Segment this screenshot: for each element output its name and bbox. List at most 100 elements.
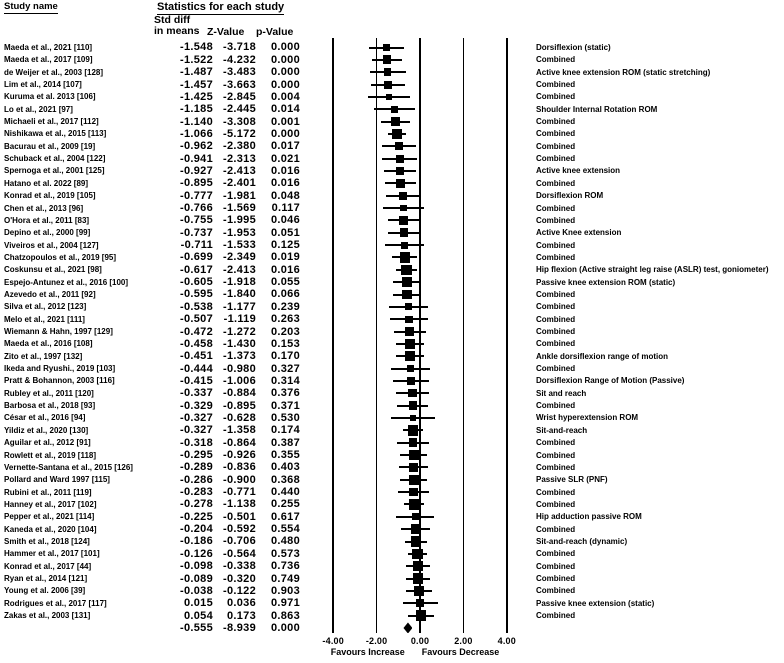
- outcome-label-cell: Combined: [536, 215, 576, 225]
- std-diff-cell: -1.140: [180, 115, 213, 128]
- p-value-cell: 0.376: [270, 387, 300, 400]
- p-value-cell: 0.203: [270, 325, 300, 338]
- outcome-label-cell: Combined: [536, 364, 576, 374]
- outcome-label-cell: Combined: [536, 450, 576, 460]
- outcome-label-cell: Active Knee extension: [536, 228, 622, 238]
- z-value-cell: -2.401: [223, 177, 256, 190]
- study-name-cell: Michaeli et al., 2017 [112]: [4, 117, 99, 127]
- p-value-cell: 0.016: [270, 177, 300, 190]
- col-header-z-value: Z-Value: [207, 26, 245, 38]
- std-diff-cell: -0.329: [180, 399, 213, 412]
- x-tick-label: -4.00: [322, 636, 344, 646]
- p-value-cell: 0.000: [270, 621, 300, 634]
- z-value-cell: -0.628: [223, 411, 256, 424]
- z-value-cell: -0.122: [223, 584, 256, 597]
- p-value-cell: 0.170: [270, 350, 300, 363]
- study-name-cell: Hatano et al. 2022 [89]: [4, 178, 89, 188]
- study-name-cell: Maeda et al., 2016 [108]: [4, 339, 93, 349]
- std-diff-cell: -0.766: [180, 202, 213, 215]
- study-row: Maeda et al., 2017 [109] -1.522 -4.232 0.00…: [0, 54, 784, 66]
- outcome-label-cell: Combined: [536, 401, 576, 411]
- std-diff-cell: -0.777: [180, 189, 213, 202]
- outcome-label-cell: Combined: [536, 314, 576, 324]
- effect-size-marker: [409, 462, 419, 472]
- plot-cell: [300, 325, 530, 337]
- study-name-cell: Lim et al., 2014 [107]: [4, 80, 82, 90]
- z-value-cell: -1.533: [223, 239, 256, 252]
- z-value-cell: -2.445: [223, 103, 256, 116]
- effect-size-marker: [405, 351, 416, 362]
- effect-size-marker: [400, 204, 407, 212]
- x-tick-label: 4.00: [497, 636, 516, 646]
- study-row: Aguilar et al., 2012 [91] -0.318 -0.864 0.3…: [0, 437, 784, 449]
- study-name-cell: Maeda et al., 2021 [110]: [4, 42, 93, 52]
- z-value-cell: -2.413: [223, 164, 256, 177]
- study-row: Yildiz et al., 2020 [130] -0.327 -1.358 0.1…: [0, 424, 784, 436]
- p-value-cell: 0.000: [270, 127, 300, 140]
- outcome-label-cell: Combined: [536, 586, 576, 596]
- z-value-cell: -0.980: [223, 362, 256, 375]
- study-row: Michaeli et al., 2017 [112] -1.140 -3.308 0…: [0, 115, 784, 128]
- z-value-cell: -3.718: [223, 41, 256, 54]
- plot-cell: [300, 548, 530, 560]
- statistics-header: Statistics for each study: [157, 1, 285, 15]
- study-row: Hammer et al., 2017 [101] -0.126 -0.564 0.5…: [0, 548, 784, 560]
- outcome-label-cell: Combined: [536, 462, 576, 472]
- study-row: Kuruma et al. 2013 [106] -1.425 -2.845 0.00…: [0, 91, 784, 103]
- std-diff-cell: -1.185: [180, 103, 213, 116]
- p-value-cell: 0.017: [270, 140, 300, 153]
- p-value-cell: 0.371: [270, 399, 300, 412]
- std-diff-cell: -0.444: [180, 362, 213, 375]
- plot-cell: [300, 375, 530, 387]
- study-name-cell: Spernoga et al., 2001 [125]: [4, 166, 105, 176]
- z-value-cell: -2.313: [223, 152, 256, 165]
- z-value-cell: -0.926: [223, 449, 256, 462]
- z-value-cell: -1.430: [223, 337, 256, 350]
- outcome-label-cell: Combined: [536, 252, 576, 262]
- effect-size-marker: [414, 585, 425, 597]
- plot-cell: [300, 498, 530, 510]
- plot-cell: [300, 301, 530, 313]
- study-name-cell: Pollard and Ward 1997 [115]: [4, 475, 110, 485]
- std-diff-cell: -0.098: [180, 560, 213, 573]
- p-value-cell: 0.051: [270, 226, 300, 239]
- gridline-2.00: [462, 38, 465, 633]
- effect-size-marker: [407, 377, 415, 385]
- plot-cell: [300, 609, 530, 621]
- z-value-cell: -1.138: [223, 498, 256, 511]
- effect-size-marker: [416, 610, 427, 621]
- outcome-label-cell: Combined: [536, 80, 576, 90]
- plot-cell: [300, 251, 530, 263]
- study-row: Melo et al., 2021 [111] -0.507 -1.119 0.263…: [0, 313, 784, 325]
- effect-size-marker: [399, 216, 408, 225]
- study-name-cell: Smith et al., 2018 [124]: [4, 536, 90, 546]
- outcome-label-cell: Ankle dorsiflexion range of motion: [536, 351, 669, 361]
- z-value-cell: -1.953: [223, 226, 256, 239]
- study-row: Smith et al., 2018 [124] -0.186 -0.706 0.48…: [0, 535, 784, 547]
- std-diff-cell: -0.415: [180, 374, 213, 387]
- z-value-cell: -1.840: [223, 288, 256, 301]
- outcome-label-cell: Combined: [536, 178, 576, 188]
- p-value-cell: 0.736: [270, 560, 300, 573]
- z-value-cell: -2.349: [223, 251, 256, 264]
- p-value-cell: 0.000: [270, 78, 300, 91]
- std-diff-cell: 0.054: [183, 609, 213, 622]
- std-diff-cell: -1.487: [180, 66, 213, 79]
- p-value-cell: 0.554: [270, 523, 300, 536]
- study-row: César et al., 2016 [94] -0.327 -0.628 0.530…: [0, 412, 784, 424]
- effect-size-marker: [407, 425, 419, 436]
- effect-size-marker: [401, 241, 408, 249]
- effect-size-marker: [395, 154, 404, 163]
- p-value-cell: 0.004: [270, 90, 300, 103]
- study-name-cell: Barbosa et al., 2018 [93]: [4, 401, 96, 411]
- std-diff-cell: -1.066: [180, 127, 213, 140]
- study-name-cell: Ryan et al., 2014 [121]: [4, 574, 88, 584]
- study-name-cell: Young et al. 2006 [39]: [4, 586, 86, 596]
- study-row: Spernoga et al., 2001 [125] -0.927 -2.413 0…: [0, 165, 784, 177]
- p-value-cell: 0.480: [270, 535, 300, 548]
- outcome-label-cell: Wrist hyperextension ROM: [536, 413, 639, 423]
- outcome-label-cell: Active knee extension: [536, 166, 621, 176]
- study-name-cell: Azevedo et al., 2011 [92]: [4, 289, 96, 299]
- study-row: Chatzopoulos et al., 2019 [95] -0.699 -2.3…: [0, 251, 784, 263]
